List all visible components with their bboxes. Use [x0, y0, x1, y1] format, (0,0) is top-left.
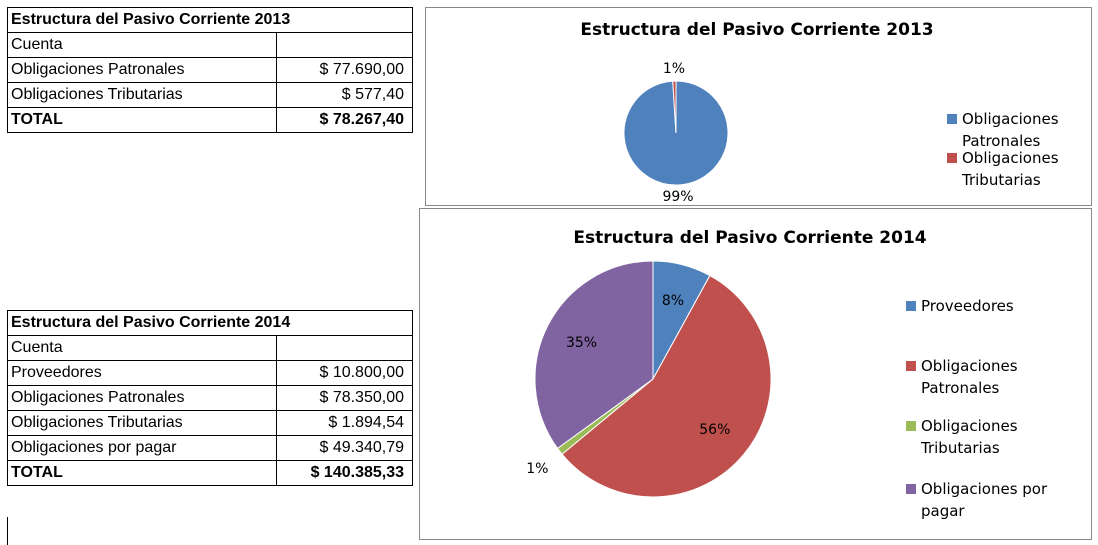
legend-label: Obligaciones Tributarias — [962, 149, 1059, 189]
data-row: Proveedores $ 10.800,00 — [7, 360, 413, 386]
data-row: Obligaciones Patronales $ 77.690,00 — [7, 57, 413, 83]
total-label: TOTAL — [7, 460, 277, 486]
empty-cell — [276, 32, 413, 58]
data-label: 1% — [526, 460, 549, 477]
data-label: 99% — [662, 189, 694, 206]
legend-swatch — [947, 153, 957, 163]
total-amount: $ 78.267,40 — [276, 107, 413, 133]
amount-cell: $ 577,40 — [276, 82, 413, 108]
chart-area — [425, 7, 1092, 206]
amount-cell: $ 10.800,00 — [276, 360, 413, 386]
total-row: TOTAL $ 140.385,33 — [7, 460, 413, 486]
account-cell: Obligaciones Tributarias — [7, 410, 277, 436]
total-row: TOTAL $ 78.267,40 — [7, 107, 413, 133]
data-row: Obligaciones por pagar $ 49.340,79 — [7, 435, 413, 461]
chart-title: Estructura del Pasivo Corriente 2013 — [580, 20, 934, 40]
data-row: Obligaciones Tributarias $ 577,40 — [7, 82, 413, 108]
empty-cell — [276, 335, 413, 361]
data-label: 1% — [662, 60, 686, 77]
legend-swatch — [906, 301, 916, 311]
header-row: Cuenta — [7, 32, 413, 58]
table-title: Estructura del Pasivo Corriente 2013 — [7, 7, 413, 33]
header-cell: Cuenta — [7, 32, 277, 58]
table-title: Estructura del Pasivo Corriente 2014 — [7, 310, 413, 336]
data-table: Estructura del Pasivo Corriente 2014 Cuen… — [7, 310, 413, 486]
title-row: Estructura del Pasivo Corriente 2013 — [7, 7, 413, 33]
legend-label: Proveedores — [921, 297, 1014, 315]
legend-swatch — [906, 421, 916, 431]
legend-swatch — [906, 484, 916, 494]
account-cell: Obligaciones Tributarias — [7, 82, 277, 108]
legend-label: Obligaciones Patronales — [962, 110, 1059, 150]
cell-border — [7, 517, 8, 545]
data-row: Obligaciones Tributarias $ 1.894,54 — [7, 410, 413, 436]
legend-label: Obligaciones por pagar — [921, 480, 1048, 520]
account-cell: Obligaciones por pagar — [7, 435, 277, 461]
data-label: 35% — [565, 334, 598, 351]
data-row: Obligaciones Patronales $ 78.350,00 — [7, 385, 413, 411]
total-label: TOTAL — [7, 107, 277, 133]
legend-swatch — [906, 361, 916, 371]
account-cell: Obligaciones Patronales — [7, 57, 277, 83]
data-label: 8% — [661, 293, 685, 310]
amount-cell: $ 49.340,79 — [276, 435, 413, 461]
header-row: Cuenta — [7, 335, 413, 361]
legend-swatch — [947, 114, 957, 124]
amount-cell: $ 77.690,00 — [276, 57, 413, 83]
account-cell: Obligaciones Patronales — [7, 385, 277, 411]
legend-label: Obligaciones Tributarias — [921, 417, 1018, 457]
data-table: Estructura del Pasivo Corriente 2013 Cuen… — [7, 7, 413, 133]
title-row: Estructura del Pasivo Corriente 2014 — [7, 310, 413, 336]
amount-cell: $ 1.894,54 — [276, 410, 413, 436]
header-cell: Cuenta — [7, 335, 277, 361]
amount-cell: $ 78.350,00 — [276, 385, 413, 411]
total-amount: $ 140.385,33 — [276, 460, 413, 486]
chart-title: Estructura del Pasivo Corriente 2014 — [573, 228, 927, 248]
account-cell: Proveedores — [7, 360, 277, 386]
legend-label: Obligaciones Patronales — [921, 357, 1018, 397]
data-label: 56% — [699, 422, 731, 439]
